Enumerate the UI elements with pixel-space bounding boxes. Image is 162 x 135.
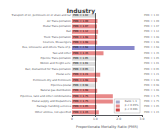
- svg-text:PMR = 1.75: PMR = 1.75: [144, 100, 160, 103]
- svg-text:PMR = 1.35: PMR = 1.35: [144, 52, 160, 55]
- svg-text:PMR = 1.08: PMR = 1.08: [73, 36, 89, 39]
- svg-text:Proportionate Mortality Ratio: Proportionate Mortality Ratio (PMR): [76, 125, 138, 129]
- svg-text:PMR = 1.08: PMR = 1.08: [144, 41, 160, 44]
- svg-text:PMR = 1.08: PMR = 1.08: [73, 79, 89, 82]
- svg-text:Postal supply and Dispatchers: Postal supply and Dispatchers: [32, 100, 72, 103]
- svg-text:PMR = 1.21: PMR = 1.21: [73, 73, 89, 76]
- svg-text:PMR = 1.09: PMR = 1.09: [73, 20, 89, 23]
- svg-text:PMR = 1.21: PMR = 1.21: [144, 73, 160, 76]
- svg-text:PMR = 1.15: PMR = 1.15: [73, 111, 89, 114]
- svg-text:PMR = 2.68: PMR = 2.68: [73, 46, 89, 49]
- svg-text:3.0: 3.0: [140, 117, 145, 121]
- svg-text:PMR = 1.01: PMR = 1.01: [144, 62, 160, 65]
- svg-text:PMR = 1.09: PMR = 1.09: [144, 20, 160, 23]
- svg-text:Taxi and other: Taxi and other: [53, 52, 72, 55]
- svg-text:PMR = 1.35: PMR = 1.35: [73, 52, 89, 55]
- svg-text:PMR = 1.05: PMR = 1.05: [73, 105, 89, 108]
- svg-text:Bus, Limousine and others Tran: Bus, Limousine and others Trans of p.: [22, 46, 71, 49]
- svg-text:PMR = 0.98: PMR = 0.98: [144, 84, 160, 87]
- svg-text:Truck Trans portation: Truck Trans portation: [44, 36, 72, 39]
- svg-text:Rail, dismantled for Trans por: Rail, dismantled for Trans portation: [25, 68, 71, 71]
- svg-text:Couriers, Messengers: Couriers, Messengers: [43, 41, 72, 44]
- svg-text:PMR = 1.75: PMR = 1.75: [73, 100, 89, 103]
- svg-text:Pipelines postal: Pipelines postal: [51, 84, 72, 87]
- svg-text:PMR = 0.95: PMR = 0.95: [144, 68, 160, 71]
- svg-text:Air Trans portation: Air Trans portation: [47, 20, 71, 23]
- svg-text:PMR = 1.08: PMR = 1.08: [144, 36, 160, 39]
- svg-text:0: 0: [71, 117, 73, 121]
- svg-text:PMR = 1.01: PMR = 1.01: [73, 62, 89, 65]
- svg-text:PMR = 1.02: PMR = 1.02: [73, 14, 89, 17]
- svg-text:PMR = 1.75: PMR = 1.75: [144, 95, 160, 98]
- svg-text:PMR = 1.12: PMR = 1.12: [73, 30, 89, 33]
- svg-text:PMR = 0.98: PMR = 0.98: [73, 84, 89, 87]
- svg-text:PMR = 1.05: PMR = 1.05: [73, 57, 89, 60]
- svg-text:PMR = 1.07: PMR = 1.07: [73, 25, 89, 28]
- svg-text:PMR = 2.68: PMR = 2.68: [144, 46, 160, 49]
- svg-text:PMR = 1.12: PMR = 1.12: [144, 30, 160, 33]
- svg-text:2.0: 2.0: [116, 117, 121, 121]
- svg-text:Rail: Rail: [66, 30, 71, 33]
- svg-text:Natural gas distribution: Natural gas distribution: [40, 89, 71, 92]
- svg-text:PMR = 1.08: PMR = 1.08: [73, 41, 89, 44]
- svg-text:PMR = 1.05: PMR = 1.05: [144, 57, 160, 60]
- svg-text:p < 0.05%: p < 0.05%: [125, 104, 139, 107]
- svg-text:PMR = 1.75: PMR = 1.75: [73, 95, 89, 98]
- svg-text:Other utilities, not specified: Other utilities, not specified: [35, 111, 71, 114]
- svg-text:PMR = 1.02: PMR = 1.02: [144, 14, 160, 17]
- svg-text:Industry: Industry: [67, 7, 95, 15]
- svg-text:Postal Trans portation: Postal Trans portation: [43, 25, 71, 28]
- svg-text:Pipelines, tank and other comb: Pipelines, tank and other combinations: [20, 95, 71, 98]
- svg-text:Pipeline Trans portation: Pipeline Trans portation: [40, 57, 71, 60]
- svg-text:PMR = 1.08: PMR = 1.08: [144, 79, 160, 82]
- svg-text:PMR = 1.07: PMR = 1.07: [144, 25, 160, 28]
- svg-text:Postal serv.: Postal serv.: [56, 73, 71, 76]
- svg-text:Motion and freight serv.: Motion and freight serv.: [40, 62, 71, 65]
- svg-text:1.0: 1.0: [93, 117, 98, 121]
- svg-text:p < 0.001: p < 0.001: [125, 108, 138, 111]
- svg-text:Package handling services: Package handling services: [37, 105, 72, 108]
- svg-text:Transport of oil, petroleum oi: Transport of oil, petroleum oil or shale…: [11, 14, 72, 17]
- svg-text:Petroleum dry and Petroleum: Petroleum dry and Petroleum: [33, 79, 71, 82]
- svg-text:PMR = 1.15: PMR = 1.15: [144, 111, 160, 114]
- svg-text:PMR = 1.08: PMR = 1.08: [144, 89, 160, 92]
- svg-text:PMR = 1.05: PMR = 1.05: [144, 105, 160, 108]
- svg-text:PMR = 0.95: PMR = 0.95: [73, 68, 89, 71]
- svg-text:PMR = 1.08: PMR = 1.08: [73, 89, 89, 92]
- svg-text:Ratio > 1: Ratio > 1: [125, 100, 137, 103]
